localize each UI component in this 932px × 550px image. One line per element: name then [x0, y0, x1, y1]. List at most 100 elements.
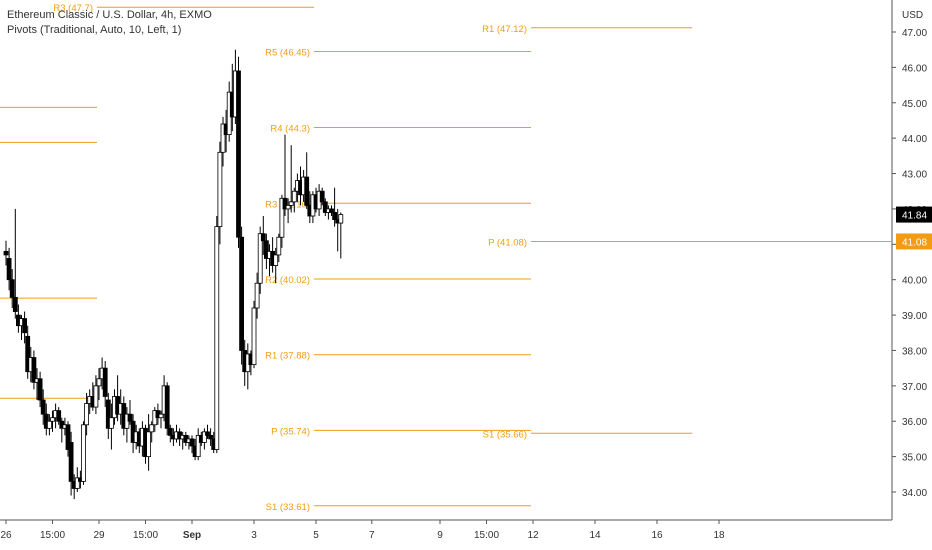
- price-tick-label: 43.00: [902, 170, 927, 181]
- time-tick-label: 29: [93, 530, 105, 541]
- candle-body: [158, 413, 164, 419]
- chart-legend: Ethereum Classic / U.S. Dollar, 4h, EXMO…: [7, 8, 212, 38]
- candle-body: [201, 431, 207, 443]
- candle-body: [68, 442, 74, 482]
- pivot-label: R1 (37.88): [265, 351, 310, 362]
- candle-body: [329, 208, 334, 213]
- candle-body: [254, 282, 260, 309]
- candle-body: [6, 258, 12, 281]
- price-tick-label: 46.00: [902, 63, 927, 74]
- candle-body: [251, 307, 257, 366]
- price-tick-label: 37.00: [902, 382, 927, 393]
- candle-body: [257, 233, 263, 284]
- price-badges: 41.84 41.08: [533, 206, 932, 250]
- time-tick-label: 18: [713, 530, 725, 541]
- candle-body: [167, 427, 173, 436]
- currency-unit-label: USD: [902, 10, 923, 21]
- candle-body: [319, 190, 325, 203]
- candle-body: [102, 367, 108, 397]
- pivot-levels-layer: R2 (44.87)R1 (39.48)P (36.65)R3 (47.7)R5…: [0, 3, 693, 513]
- candle-body: [3, 250, 9, 256]
- candle-body: [208, 434, 214, 440]
- pivot-label: P (35.74): [271, 426, 310, 437]
- pivot-price-label: 41.08: [902, 237, 927, 248]
- time-tick-label: 12: [527, 530, 539, 541]
- pivot-label: R3 (42.16): [265, 199, 310, 210]
- time-axis-ticks: 26 15:00 29 15:00 Sep 3 5 7 9 15:00 12 14 16 18: [0, 520, 725, 541]
- candle-body: [65, 424, 71, 450]
- pivot-label: R4 (44.3): [270, 124, 310, 135]
- candle-body: [109, 417, 114, 429]
- candle-body: [56, 410, 62, 422]
- candle-body: [236, 70, 241, 238]
- time-tick-label: 3: [251, 530, 257, 541]
- candle-body: [217, 151, 223, 228]
- time-tick-label: 15:00: [474, 530, 499, 541]
- candle-body: [282, 197, 288, 210]
- candle-body: [47, 420, 52, 429]
- last-price-label: 41.84: [902, 211, 927, 222]
- candle-body: [105, 399, 111, 429]
- price-axis-ticks: 34.0035.0036.0037.0038.0039.0040.0041.00…: [892, 28, 927, 499]
- time-tick-label: 9: [437, 530, 443, 541]
- pivot-label: R3 (47.7): [53, 3, 93, 14]
- candle-body: [31, 357, 37, 383]
- candles-layer: [3, 49, 344, 500]
- candle-body: [205, 431, 210, 436]
- indicator-label: Pivots (Traditional, Auto, 10, Left, 1): [7, 24, 182, 36]
- candle-body: [84, 403, 89, 426]
- price-tick-label: 34.00: [902, 488, 927, 499]
- pivot-label: R1 (47.12): [482, 24, 527, 35]
- pivot-label: R5 (46.45): [265, 47, 310, 58]
- candle-body: [291, 190, 297, 203]
- candle-body: [93, 385, 99, 408]
- last-price-badge: [896, 206, 932, 223]
- candle-body: [285, 204, 291, 210]
- price-tick-label: 45.00: [902, 99, 927, 110]
- time-tick-label: 16: [651, 530, 663, 541]
- candle-body: [74, 477, 80, 489]
- price-tick-label: 40.00: [902, 276, 927, 287]
- candle-body: [332, 212, 338, 220]
- candle-body: [146, 431, 152, 458]
- candle-body: [273, 254, 279, 266]
- price-tick-label: 35.00: [902, 453, 927, 464]
- candle-body: [260, 233, 266, 242]
- candle-body: [12, 296, 18, 312]
- time-tick-label: 7: [369, 530, 375, 541]
- time-tick-label: Sep: [183, 530, 201, 541]
- pivot-label: S1 (35.66): [483, 429, 527, 440]
- candle-body: [322, 201, 328, 213]
- candle-body: [149, 424, 155, 433]
- candle-body: [127, 413, 133, 422]
- candle-body: [40, 399, 46, 415]
- candle-body: [276, 236, 282, 256]
- candle-body: [50, 417, 55, 422]
- axes-layer: USD: [0, 0, 923, 521]
- candle-body: [263, 240, 269, 259]
- candle-body: [279, 197, 285, 238]
- time-tick-label: 5: [313, 530, 319, 541]
- candle-body: [25, 335, 31, 373]
- time-tick-label: 15:00: [40, 530, 65, 541]
- candle-body: [22, 318, 28, 334]
- time-tick-label: 26: [0, 530, 12, 541]
- time-tick-label: 14: [589, 530, 601, 541]
- candle-body: [164, 385, 170, 429]
- candle-body: [239, 236, 245, 351]
- pivot-label: R2 (40.02): [265, 275, 310, 286]
- candle-body: [189, 438, 195, 447]
- price-tick-label: 44.00: [902, 134, 927, 145]
- pivot-label: S1 (33.61): [266, 502, 310, 513]
- price-tick-label: 39.00: [902, 311, 927, 322]
- pivot-label: P (41.08): [488, 237, 527, 248]
- price-tick-label: 38.00: [902, 346, 927, 357]
- candle-body: [288, 201, 294, 206]
- pivot-price-badge: [896, 233, 932, 250]
- candle-body: [220, 123, 226, 153]
- candle-body: [81, 424, 86, 482]
- price-tick-label: 36.00: [902, 417, 927, 428]
- candle-body: [195, 434, 201, 458]
- candle-body: [304, 176, 310, 206]
